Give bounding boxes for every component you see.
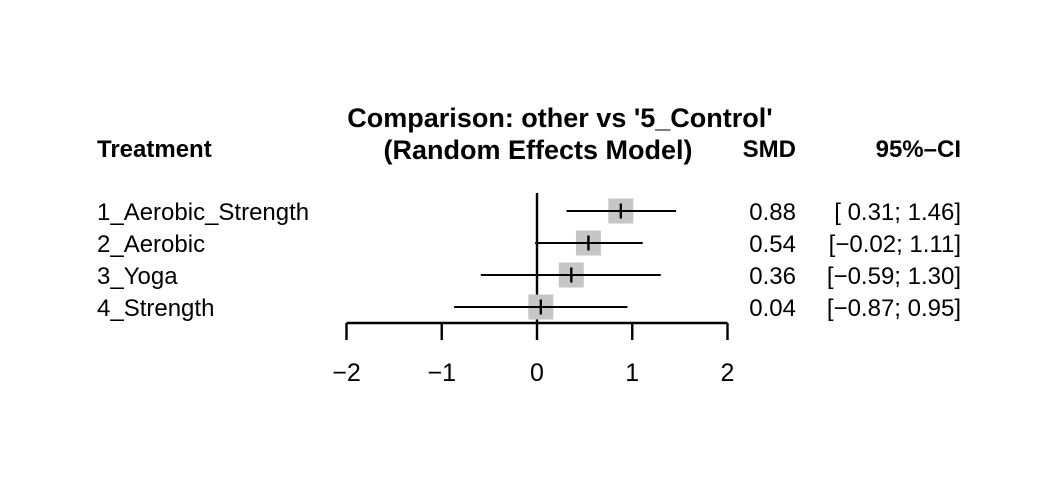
x-axis-tick-label: −1	[427, 359, 456, 387]
column-header-treatment: Treatment	[97, 136, 212, 163]
smd-value: 0.88	[749, 199, 796, 226]
treatment-label: 1_Aerobic_Strength	[97, 199, 309, 226]
chart-title-line1: Comparison: other vs '5_Control'	[347, 103, 772, 133]
smd-value: 0.36	[749, 263, 796, 290]
ci-value: [−0.02; 1.11]	[829, 231, 961, 258]
treatment-label: 4_Strength	[97, 295, 214, 322]
x-axis-tick-label: 0	[530, 359, 544, 387]
column-header-smd: SMD	[743, 136, 796, 163]
x-axis-tick-label: 1	[625, 359, 639, 387]
smd-value: 0.04	[749, 295, 796, 322]
treatment-label: 3_Yoga	[97, 263, 178, 290]
ci-value: [−0.59; 1.30]	[827, 263, 961, 290]
x-axis-tick-label: 2	[721, 359, 735, 387]
ci-value: [ 0.31; 1.46]	[834, 199, 961, 226]
column-header-ci: 95%–CI	[876, 136, 961, 163]
treatment-label: 2_Aerobic	[97, 231, 205, 258]
smd-value: 0.54	[749, 231, 796, 258]
chart-title-line2: (Random Effects Model)	[383, 135, 692, 165]
forest-plot-area: −2 −1 0 1 2 1_Aerobic_Strength 0.88 [ 0.31; 1.4…	[97, 193, 961, 387]
ci-value: [−0.87; 0.95]	[827, 295, 961, 322]
x-axis-tick-label: −2	[332, 359, 361, 387]
